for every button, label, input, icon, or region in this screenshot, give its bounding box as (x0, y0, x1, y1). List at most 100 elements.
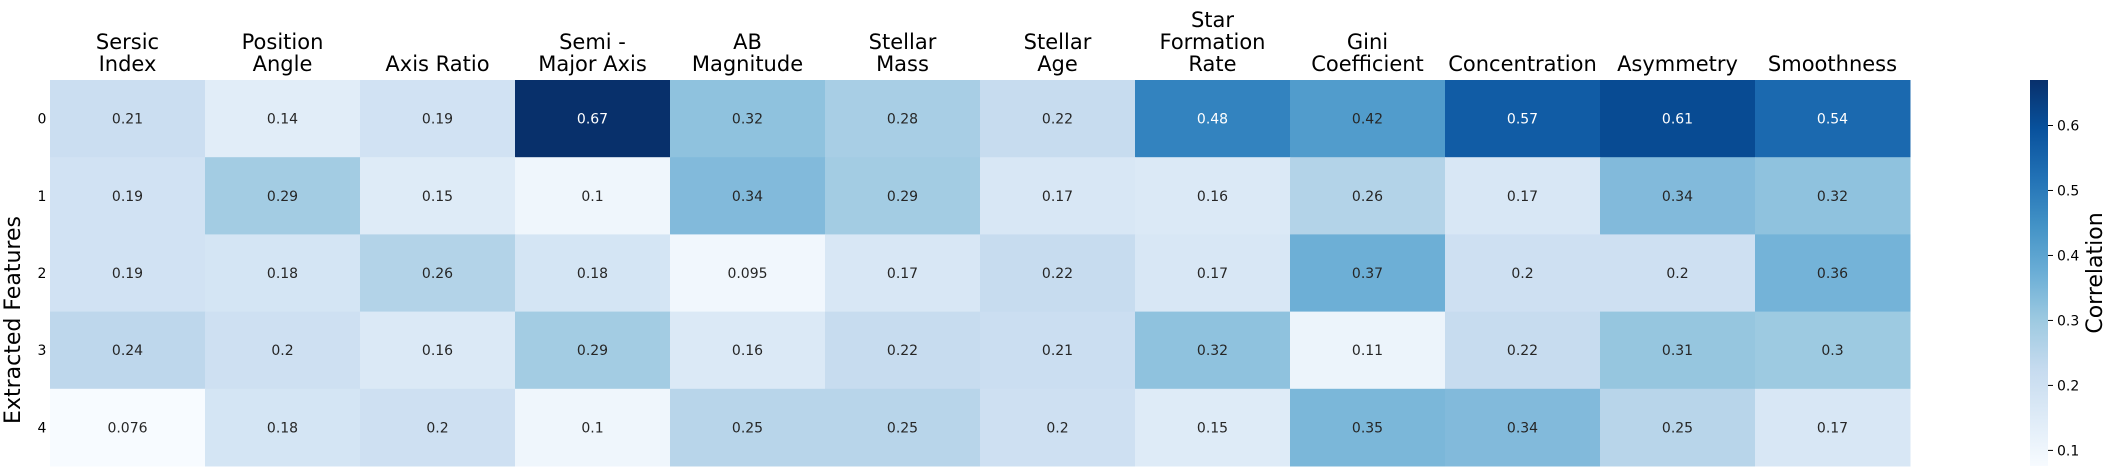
cell-value-label: 0.67 (577, 112, 608, 128)
heatmap-cell (1755, 311, 1911, 390)
column-label: Semi - (559, 30, 626, 54)
heatmap-cell-labels: 0.21 0.14 0.19 0.67 0.32 0.28 0.22 0.48 0.42 0.57… (107, 112, 1848, 437)
colorbar-ticks: 0.1 0.2 0.3 0.4 0.5 0.6 (2048, 118, 2079, 459)
heatmap-cell (1290, 157, 1446, 235)
heatmap-cell (515, 388, 671, 467)
column-label: Angle (253, 52, 313, 76)
heatmap-cell (980, 388, 1136, 467)
colorbar-tick-label: 0.4 (2057, 248, 2079, 264)
heatmap-cell (1290, 234, 1446, 313)
cell-value-label: 0.25 (887, 420, 918, 436)
heatmap-cell (50, 311, 206, 390)
cell-value-label: 0.17 (1042, 189, 1073, 205)
cell-value-label: 0.2 (1046, 420, 1068, 436)
heatmap-cell (670, 388, 826, 467)
cell-value-label: 0.34 (1507, 420, 1538, 436)
heatmap-cell (205, 388, 361, 467)
heatmap-cells (50, 80, 1911, 467)
column-label: Axis Ratio (385, 52, 489, 76)
heatmap-cell (1600, 80, 1756, 158)
heatmap-cell (1290, 80, 1446, 158)
column-label: AB (733, 30, 762, 54)
cell-value-label: 0.28 (887, 112, 918, 128)
column-label: Concentration (1448, 52, 1597, 76)
row-label: 3 (38, 343, 47, 359)
cell-value-label: 0.25 (732, 420, 763, 436)
heatmap-cell (205, 157, 361, 235)
heatmap-cell (1755, 388, 1911, 467)
cell-value-label: 0.29 (887, 189, 918, 205)
heatmap-cell (670, 80, 826, 158)
heatmap-cell (825, 157, 981, 235)
heatmap-cell (1600, 311, 1756, 390)
cell-value-label: 0.1 (581, 420, 603, 436)
cell-value-label: 0.16 (422, 343, 453, 359)
column-label: Sersic (96, 30, 159, 54)
heatmap-cell (825, 311, 981, 390)
row-label: 0 (38, 112, 47, 128)
heatmap-cell (50, 80, 206, 158)
heatmap-cell (515, 311, 671, 390)
cell-value-label: 0.2 (426, 420, 448, 436)
cell-value-label: 0.17 (1507, 189, 1538, 205)
cell-value-label: 0.18 (267, 266, 298, 282)
column-label: Coefficient (1311, 52, 1424, 76)
heatmap-cell (670, 234, 826, 313)
heatmap-cell (1290, 388, 1446, 467)
cell-value-label: 0.18 (267, 420, 298, 436)
column-label: Rate (1188, 52, 1236, 76)
row-label: 4 (38, 420, 47, 436)
cell-value-label: 0.54 (1817, 112, 1848, 128)
cell-value-label: 0.22 (1042, 266, 1073, 282)
cell-value-label: 0.19 (112, 266, 143, 282)
column-label: Smoothness (1768, 52, 1897, 76)
cell-value-label: 0.3 (1821, 343, 1843, 359)
cell-value-label: 0.22 (1042, 112, 1073, 128)
column-label: Asymmetry (1617, 52, 1738, 76)
heatmap-cell (825, 234, 981, 313)
cell-value-label: 0.21 (1042, 343, 1073, 359)
heatmap-cell (360, 80, 516, 158)
column-label: Gini (1347, 30, 1388, 54)
cell-value-label: 0.22 (887, 343, 918, 359)
heatmap-cell (1600, 388, 1756, 467)
cell-value-label: 0.15 (1197, 420, 1228, 436)
cell-value-label: 0.35 (1352, 420, 1383, 436)
heatmap-cell (515, 80, 671, 158)
cell-value-label: 0.076 (107, 420, 147, 436)
cell-value-label: 0.17 (887, 266, 918, 282)
cell-value-label: 0.2 (1511, 266, 1533, 282)
heatmap-cell (670, 157, 826, 235)
cell-value-label: 0.32 (1197, 343, 1228, 359)
cell-value-label: 0.19 (422, 112, 453, 128)
row-label: 1 (38, 189, 47, 205)
cell-value-label: 0.2 (271, 343, 293, 359)
heatmap-cell (980, 311, 1136, 390)
heatmap-cell (980, 234, 1136, 313)
heatmap-cell (205, 234, 361, 313)
cell-value-label: 0.48 (1197, 112, 1228, 128)
colorbar (2030, 80, 2048, 466)
heatmap-cell (1135, 234, 1291, 313)
colorbar-label: Correlation (2083, 212, 2108, 333)
cell-value-label: 0.31 (1662, 343, 1693, 359)
cell-value-label: 0.2 (1666, 266, 1688, 282)
cell-value-label: 0.17 (1197, 266, 1228, 282)
heatmap-cell (205, 311, 361, 390)
heatmap-cell (1290, 311, 1446, 390)
heatmap-cell (1755, 80, 1911, 158)
cell-value-label: 0.11 (1352, 343, 1383, 359)
heatmap-cell (515, 234, 671, 313)
cell-value-label: 0.34 (1662, 189, 1693, 205)
cell-value-label: 0.32 (732, 112, 763, 128)
cell-value-label: 0.1 (581, 189, 603, 205)
heatmap-cell (1445, 388, 1601, 467)
cell-value-label: 0.42 (1352, 112, 1383, 128)
colorbar-tick-label: 0.2 (2057, 378, 2079, 394)
cell-value-label: 0.29 (267, 189, 298, 205)
heatmap-cell (1755, 234, 1911, 313)
heatmap-cell (360, 157, 516, 235)
column-label: Position (242, 30, 324, 54)
cell-value-label: 0.36 (1817, 266, 1848, 282)
